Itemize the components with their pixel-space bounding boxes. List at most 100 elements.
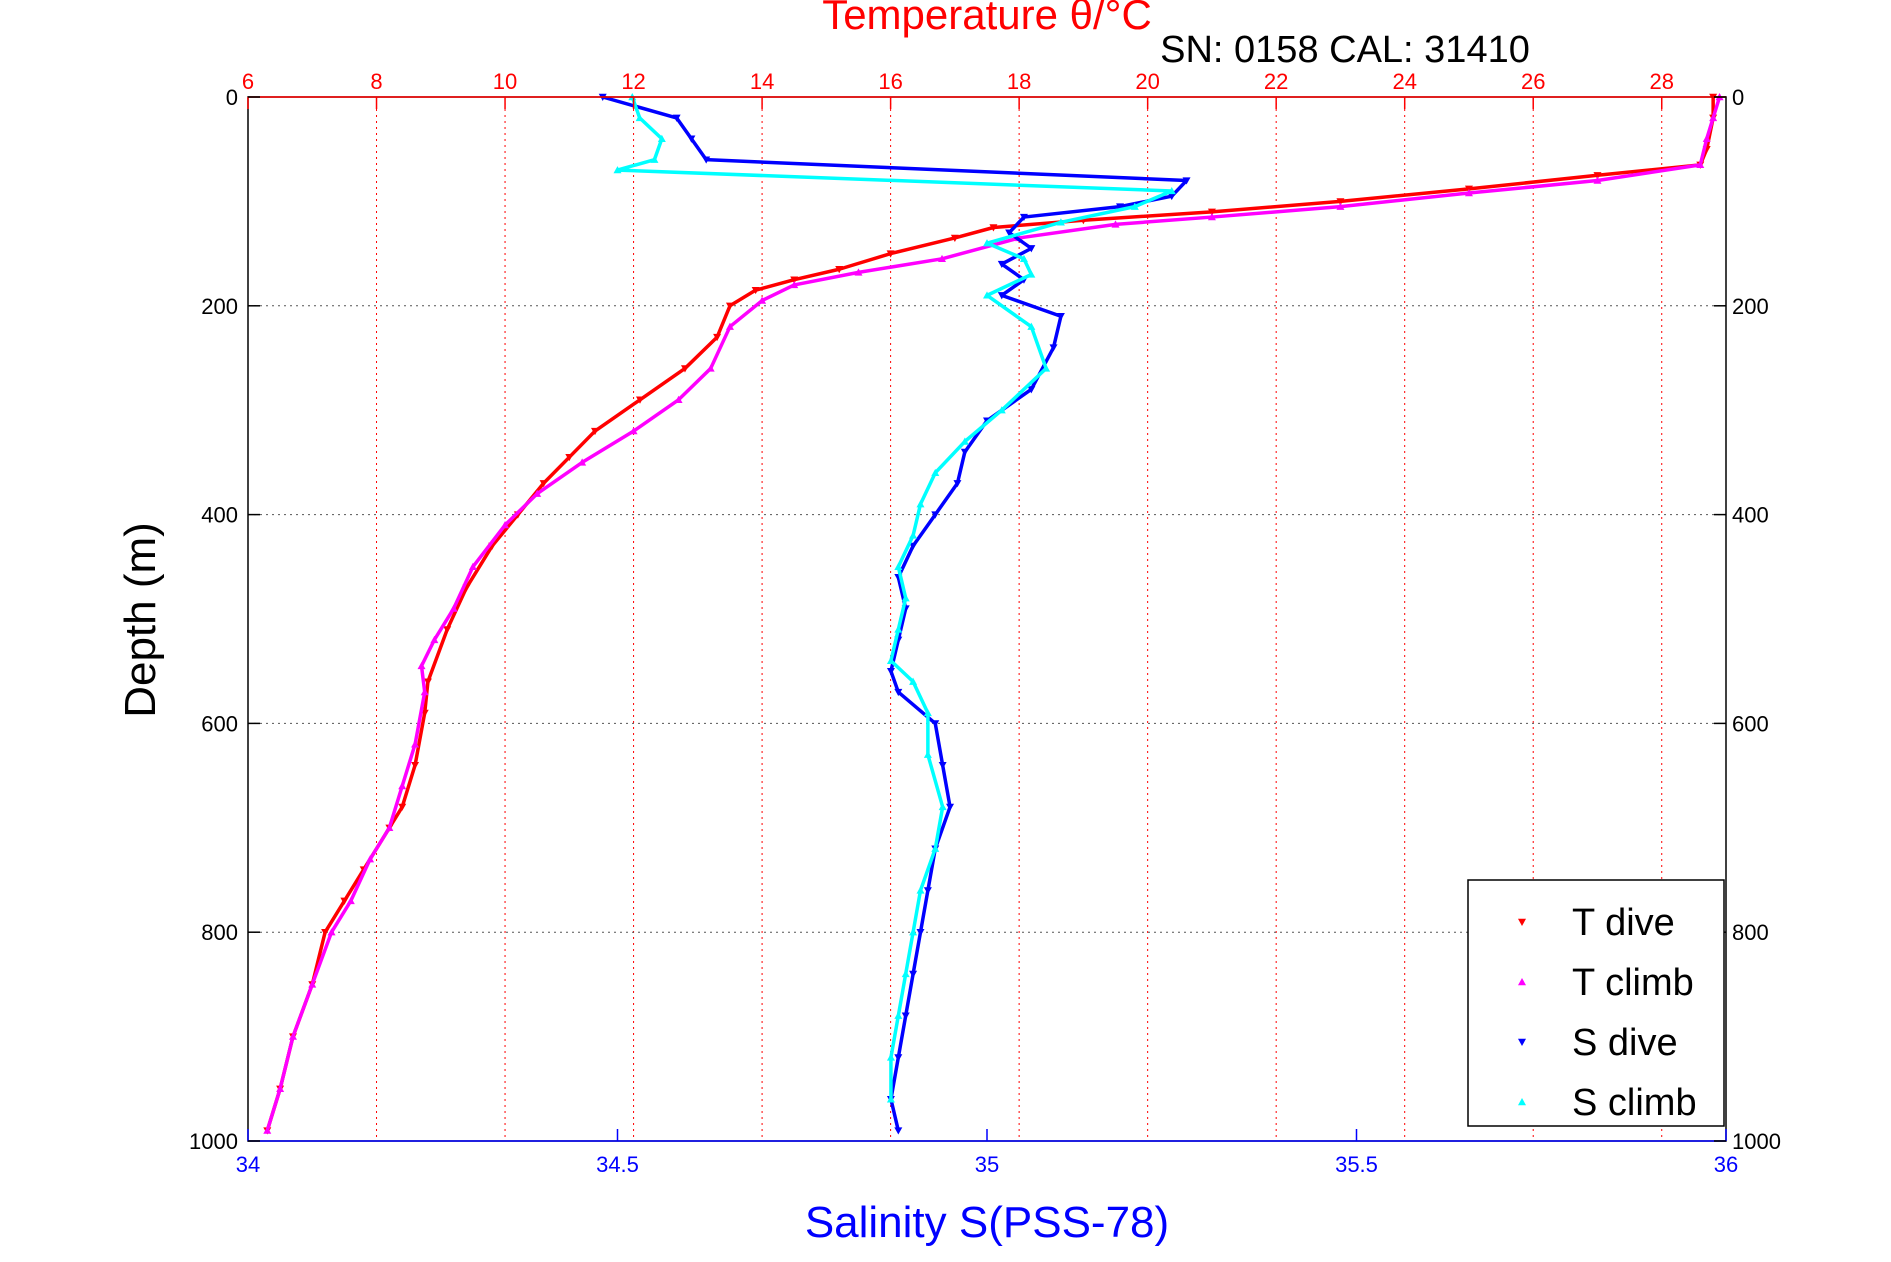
- top-tick-label: 18: [1007, 69, 1031, 94]
- data-point: [894, 688, 903, 697]
- data-point: [931, 844, 940, 852]
- data-point: [1027, 386, 1036, 394]
- legend-label: T climb: [1572, 962, 1694, 1004]
- data-point: [909, 542, 918, 550]
- data-point: [989, 224, 998, 232]
- data-point: [835, 266, 844, 274]
- data-point: [578, 458, 587, 466]
- data-point: [613, 166, 622, 174]
- data-point: [385, 823, 394, 831]
- data-point: [1336, 202, 1345, 210]
- data-point: [1709, 113, 1718, 122]
- data-point: [411, 761, 420, 770]
- series-line: [615, 96, 1174, 1100]
- data-point: [650, 155, 659, 163]
- data-point: [1056, 313, 1065, 321]
- top-tick-label: 8: [370, 69, 382, 94]
- data-point: [657, 134, 666, 142]
- data-point: [997, 260, 1006, 269]
- bottom-tick-label: 35.5: [1335, 1152, 1378, 1177]
- data-point: [894, 625, 903, 633]
- top-tick-label: 14: [750, 69, 774, 94]
- data-point: [1130, 202, 1139, 210]
- bottom-axis-ticks: 34 34.5 35 35.5 36: [236, 1129, 1738, 1177]
- data-point: [894, 1127, 903, 1135]
- left-tick-label: 0: [226, 85, 238, 110]
- data-point: [1207, 208, 1216, 216]
- top-tick-label: 20: [1135, 69, 1159, 94]
- top-tick-label: 6: [242, 69, 254, 94]
- data-point: [983, 239, 991, 247]
- data-point: [938, 254, 947, 263]
- data-point: [1167, 186, 1176, 195]
- left-tick-label: 400: [201, 503, 238, 528]
- data-point: [591, 427, 600, 436]
- data-point: [288, 1032, 297, 1040]
- series-s-dive: [598, 93, 1191, 1135]
- data-point: [953, 480, 962, 488]
- data-point: [916, 886, 925, 894]
- data-point: [468, 562, 477, 570]
- data-point: [751, 286, 760, 295]
- data-point: [1336, 198, 1345, 206]
- data-point: [276, 1084, 285, 1092]
- data-point: [327, 928, 336, 936]
- data-point: [960, 437, 969, 445]
- data-point: [923, 750, 932, 758]
- data-point: [417, 661, 426, 670]
- legend-box: [1467, 879, 1725, 1127]
- data-point: [1005, 229, 1014, 237]
- series-t-climb: [263, 93, 1724, 1134]
- data-point: [790, 280, 799, 289]
- legend-marker: [1518, 978, 1526, 986]
- data-point: [1056, 218, 1065, 226]
- data-point: [702, 156, 711, 164]
- data-point: [931, 511, 940, 519]
- data-point: [635, 113, 644, 122]
- data-point: [1593, 172, 1602, 180]
- data-point: [916, 500, 925, 508]
- data-point: [1167, 192, 1176, 201]
- data-point: [1702, 134, 1711, 142]
- data-point: [411, 740, 420, 748]
- data-point: [886, 250, 895, 258]
- data-point: [886, 668, 895, 676]
- data-point: [931, 720, 940, 728]
- data-point: [1049, 344, 1058, 352]
- data-point: [687, 135, 696, 143]
- data-point: [713, 333, 722, 342]
- data-point: [901, 1012, 910, 1020]
- data-point: [1696, 160, 1705, 169]
- data-point: [909, 928, 918, 936]
- data-point: [680, 365, 689, 373]
- data-point: [366, 855, 375, 863]
- data-point: [983, 291, 991, 299]
- data-point: [886, 656, 895, 664]
- data-point: [725, 322, 734, 330]
- data-point: [635, 396, 644, 404]
- data-point: [931, 468, 940, 477]
- data-point: [901, 969, 910, 978]
- data-point: [1019, 213, 1028, 222]
- right-tick-label: 400: [1732, 503, 1769, 528]
- legend-label: T dive: [1572, 902, 1675, 944]
- data-point: [894, 1054, 903, 1062]
- data-point: [533, 489, 542, 497]
- data-point: [1111, 220, 1120, 228]
- data-series: [263, 93, 1724, 1135]
- data-point: [1593, 176, 1602, 184]
- data-point: [1464, 189, 1473, 197]
- data-point: [997, 292, 1006, 300]
- data-point: [340, 897, 349, 905]
- data-point: [420, 688, 429, 696]
- data-point: [923, 887, 932, 895]
- bottom-tick-label: 34.5: [596, 1152, 639, 1177]
- data-point: [946, 803, 955, 811]
- data-point: [321, 929, 330, 937]
- data-point: [706, 364, 715, 372]
- top-tick-label: 16: [878, 69, 902, 94]
- data-point: [1027, 322, 1036, 330]
- data-point: [1116, 203, 1125, 211]
- data-point: [674, 395, 683, 403]
